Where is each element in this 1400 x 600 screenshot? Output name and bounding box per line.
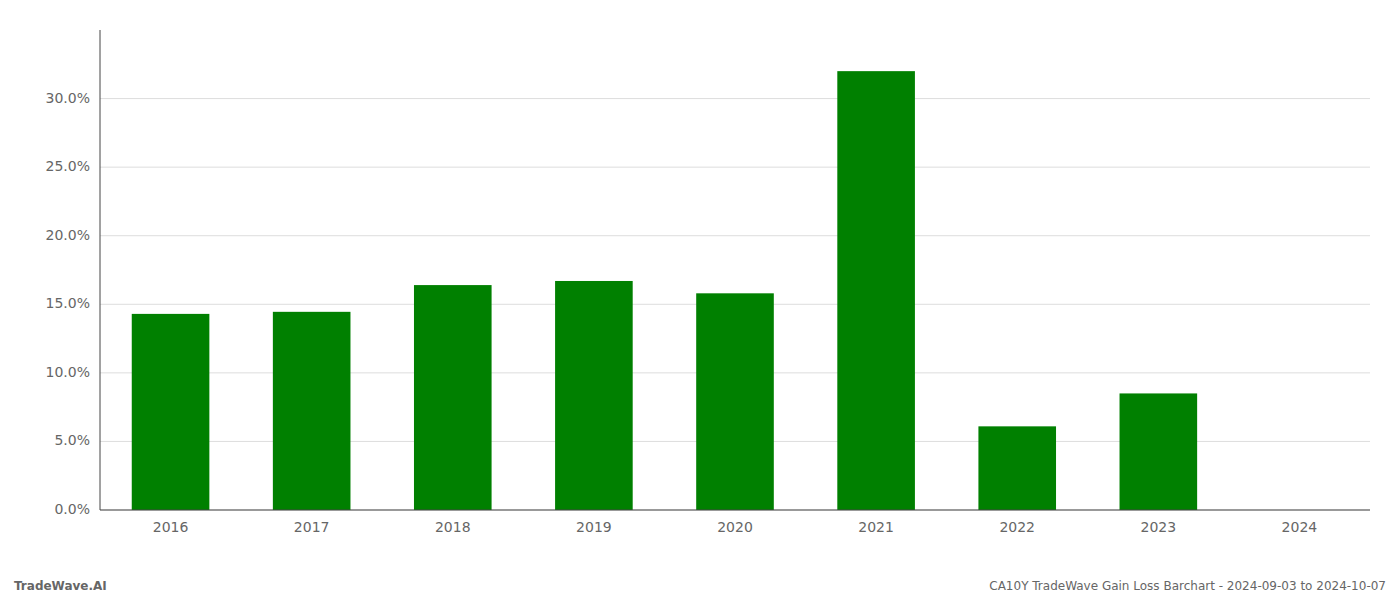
y-tick-label: 30.0% <box>46 90 90 106</box>
x-tick-label: 2020 <box>717 519 753 535</box>
grid-line <box>100 235 1370 236</box>
x-tick-label: 2023 <box>1141 519 1177 535</box>
x-axis-line <box>100 510 1370 511</box>
bar <box>132 314 210 510</box>
chart-root: 0.0%5.0%10.0%15.0%20.0%25.0%30.0%2016201… <box>0 0 1400 600</box>
chart-svg: 0.0%5.0%10.0%15.0%20.0%25.0%30.0%2016201… <box>0 0 1400 600</box>
x-axis: 2016 2017 2018 2019 2020 2021 2022 2023 2024 <box>100 510 1370 535</box>
x-tick-label: 2018 <box>435 519 471 535</box>
bar <box>837 71 915 510</box>
y-tick-label: 0.0% <box>54 501 90 517</box>
bar <box>414 285 492 510</box>
y-axis: 0.0% 5.0% 10.0% 15.0% 20.0% 25.0% 30.0% <box>46 30 100 517</box>
grid <box>100 99 1370 510</box>
y-axis-line <box>100 30 101 510</box>
grid-line <box>100 98 1370 99</box>
grid-line <box>100 167 1370 168</box>
y-tick-label: 5.0% <box>54 432 90 448</box>
x-tick-label: 2024 <box>1282 519 1318 535</box>
grid-line <box>100 510 1370 511</box>
y-tick-label: 15.0% <box>46 295 90 311</box>
x-tick-label: 2022 <box>999 519 1035 535</box>
y-tick-label: 25.0% <box>46 158 90 174</box>
bar <box>273 312 351 510</box>
x-tick-label: 2021 <box>858 519 894 535</box>
footer-left: TradeWave.AI <box>14 579 107 593</box>
bar <box>696 293 774 510</box>
x-tick-label: 2017 <box>294 519 330 535</box>
x-tick-label: 2019 <box>576 519 612 535</box>
x-tick-label: 2016 <box>153 519 189 535</box>
y-tick-label: 10.0% <box>46 364 90 380</box>
y-tick-label: 20.0% <box>46 227 90 243</box>
bar <box>1120 393 1198 510</box>
footer-right: CA10Y TradeWave Gain Loss Barchart - 202… <box>989 579 1386 593</box>
bar <box>555 281 633 510</box>
bars <box>132 71 1197 510</box>
bar <box>978 426 1056 510</box>
